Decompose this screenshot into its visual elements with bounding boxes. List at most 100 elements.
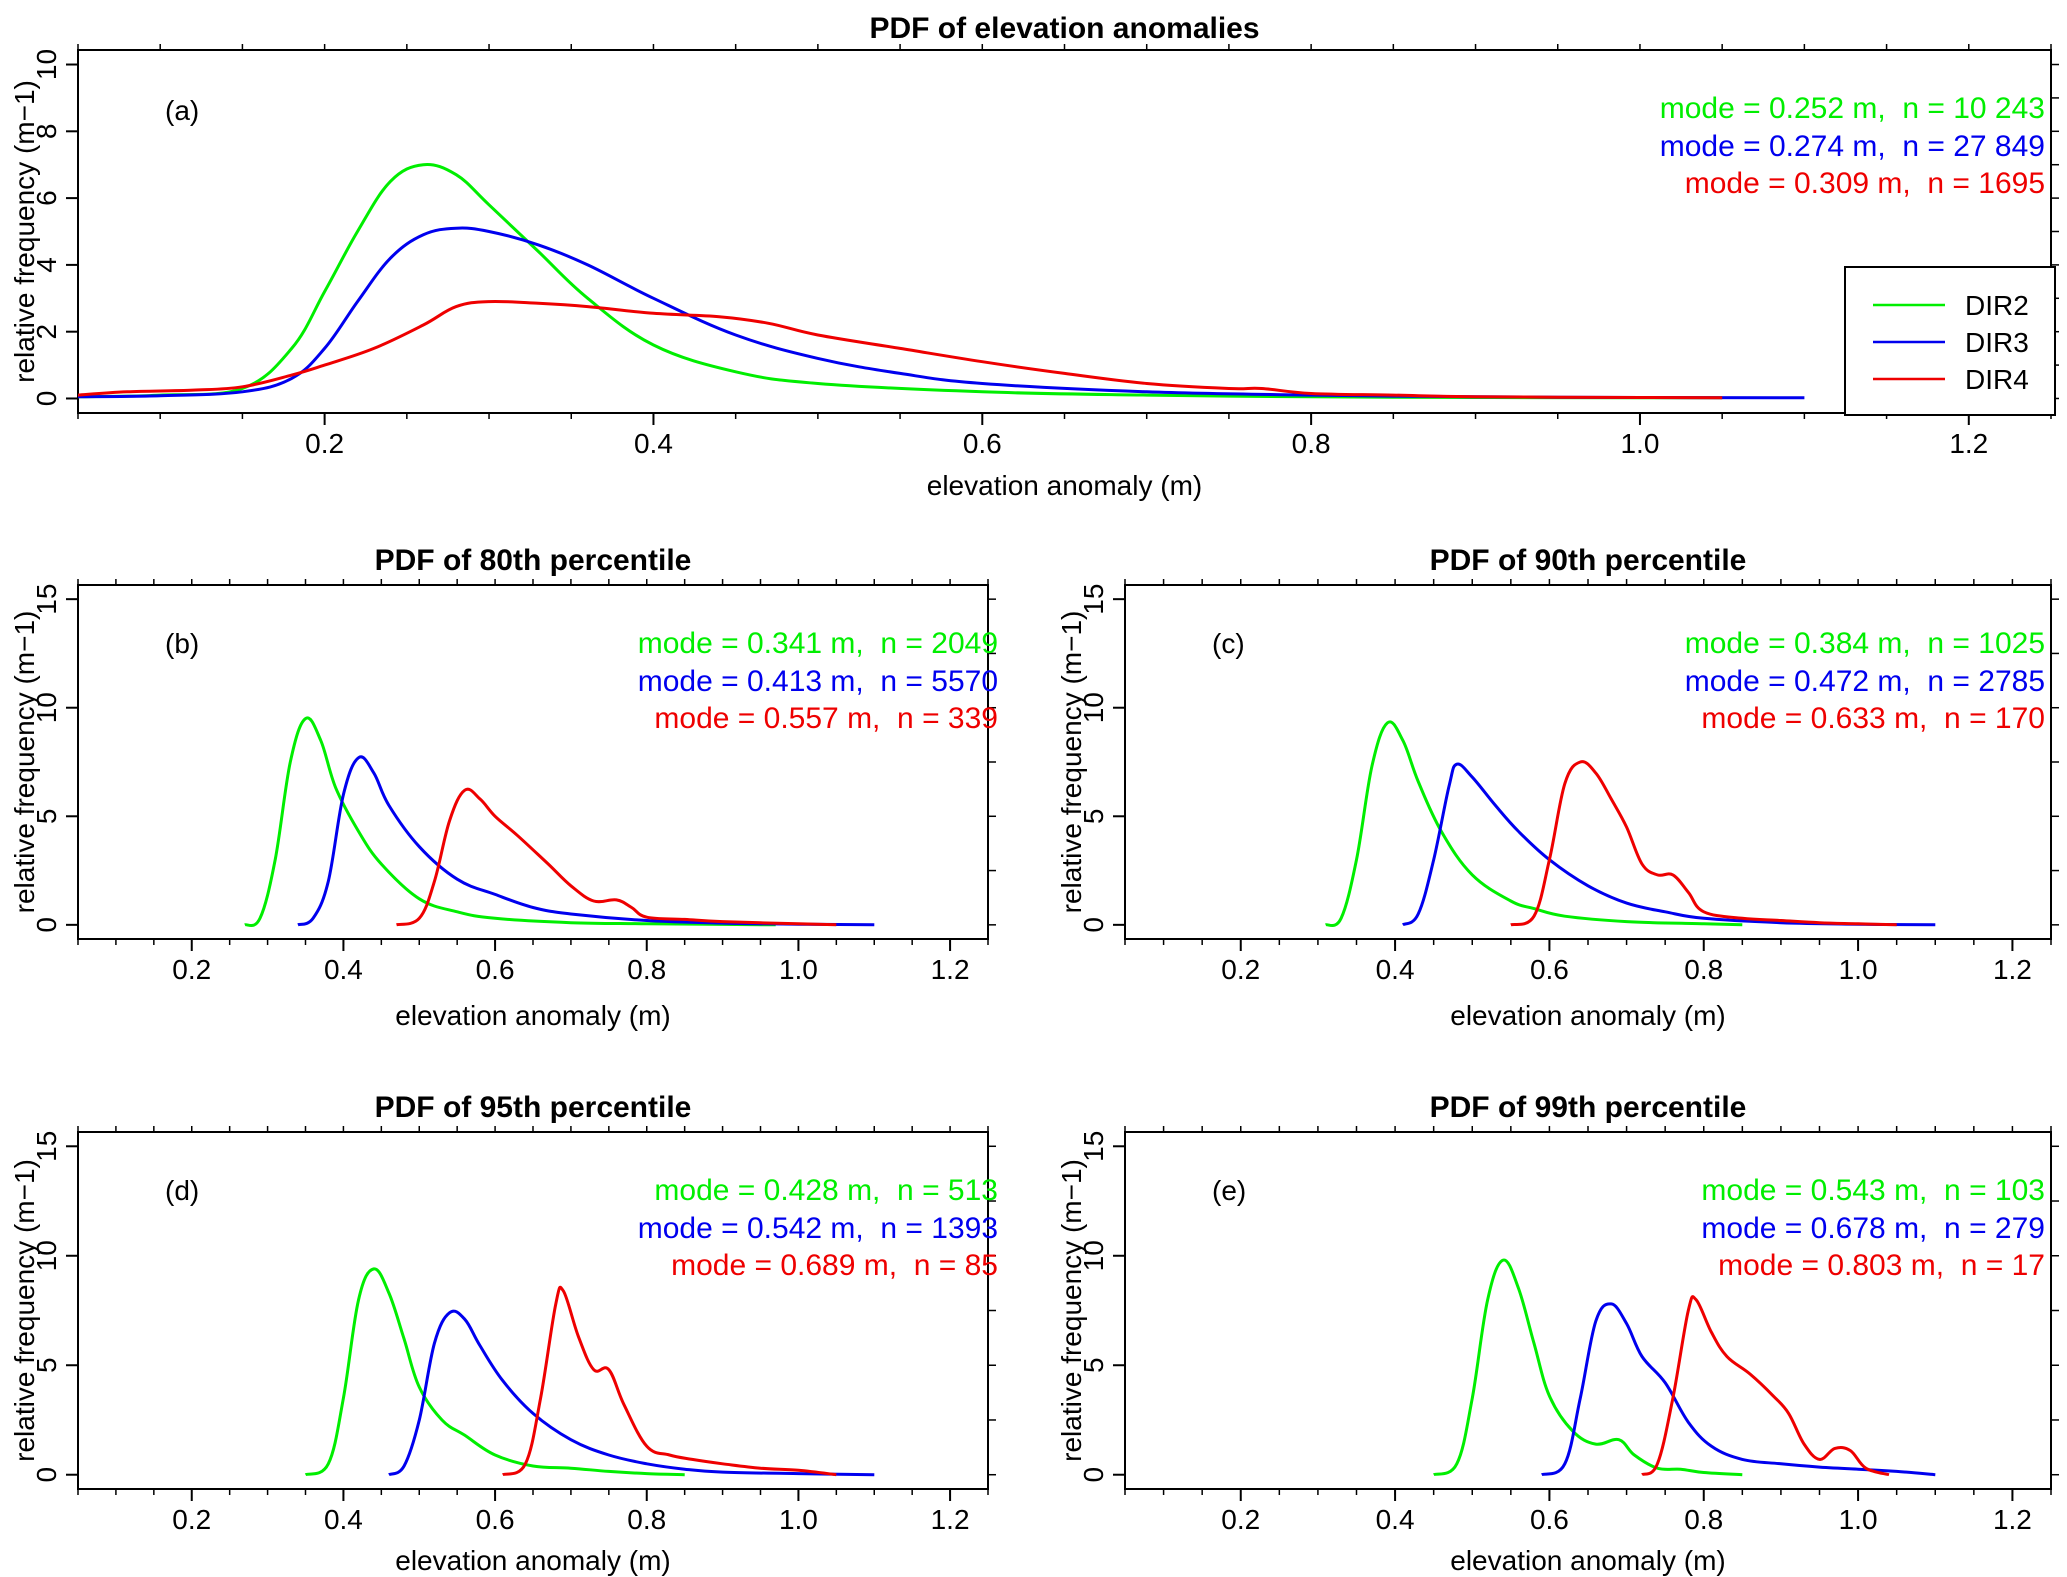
mode-annotation-dir2: mode = 0.543 m, n = 103 <box>1701 1174 2045 1207</box>
series-line-dir4 <box>78 299 1723 400</box>
legend: DIR2 DIR3 DIR4 <box>1844 266 2056 416</box>
panel-c: PDF of 90th percentile 0.2 0.4 0.6 0.8 1.0 1.2… <box>1056 544 2059 1031</box>
y-axis-label: relative frequency (m−1) <box>9 611 40 914</box>
chart-title: PDF of 90th percentile <box>1430 544 1747 577</box>
y-tick-label: 10 <box>31 1240 62 1271</box>
y-tick-label: 15 <box>1078 584 1109 615</box>
panel-label: (a) <box>165 95 199 126</box>
mode-annotation-dir3: mode = 0.274 m, n = 27 849 <box>1660 130 2045 163</box>
x-tick-label: 0.6 <box>963 428 1002 459</box>
y-tick-label: 5 <box>31 1357 62 1373</box>
x-tick-label: 0.2 <box>1221 1504 1260 1535</box>
series-line-dir4 <box>396 787 837 927</box>
x-tick-label: 0.4 <box>324 1504 363 1535</box>
y-tick-label: 0 <box>31 391 62 407</box>
y-tick-label: 10 <box>1078 1240 1109 1271</box>
x-axis-label: elevation anomaly (m) <box>1450 1000 1725 1031</box>
y-axis-label: relative frequency (m−1) <box>9 80 40 383</box>
series-line-dir2 <box>78 162 1723 400</box>
mode-annotation-dir2: mode = 0.252 m, n = 10 243 <box>1660 92 2045 125</box>
mode-annotation-dir3: mode = 0.542 m, n = 1393 <box>638 1212 998 1245</box>
y-axis-label: relative frequency (m−1) <box>1056 1159 1087 1462</box>
series-line-dir3 <box>1541 1302 1936 1477</box>
y-tick-label: 0 <box>31 1467 62 1483</box>
y-tick-label: 10 <box>31 692 62 723</box>
y-tick-label: 5 <box>31 808 62 824</box>
legend-label-dir2: DIR2 <box>1965 290 2029 321</box>
panel-b: PDF of 80th percentile 0.2 0.4 0.6 0.8 1.0 1.2… <box>9 544 998 1031</box>
x-tick-label: 0.4 <box>634 428 673 459</box>
mode-annotation-dir2: mode = 0.428 m, n = 513 <box>654 1174 998 1207</box>
x-tick-label: 0.6 <box>476 1504 515 1535</box>
x-axis-label: elevation anomaly (m) <box>927 470 1202 501</box>
x-tick-label: 1.2 <box>931 954 970 985</box>
y-tick-label: 15 <box>31 1131 62 1162</box>
series-line-dir2 <box>1325 720 1743 928</box>
series-line-dir3 <box>388 1309 875 1477</box>
series-line-dir2 <box>1433 1258 1743 1477</box>
x-tick-label: 0.8 <box>1684 954 1723 985</box>
x-tick-label: 0.6 <box>1530 954 1569 985</box>
y-tick-label: 8 <box>31 124 62 140</box>
x-tick-label: 1.0 <box>1839 954 1878 985</box>
x-tick-label: 1.0 <box>1839 1504 1878 1535</box>
series-line-dir2 <box>304 1267 685 1477</box>
y-tick-label: 5 <box>1078 1357 1109 1373</box>
series-line-dir3 <box>78 226 1805 400</box>
x-tick-label: 0.4 <box>1376 954 1415 985</box>
x-tick-label: 0.2 <box>172 954 211 985</box>
panel-label: (d) <box>165 1175 199 1206</box>
panel-label: (b) <box>165 628 199 659</box>
y-tick-label: 10 <box>31 49 62 80</box>
x-tick-label: 0.4 <box>1376 1504 1415 1535</box>
x-tick-label: 0.8 <box>1684 1504 1723 1535</box>
series-line-dir4 <box>1641 1295 1890 1477</box>
y-tick-label: 2 <box>31 324 62 340</box>
panel-label: (e) <box>1212 1175 1246 1206</box>
x-tick-label: 0.2 <box>172 1504 211 1535</box>
chart-title: PDF of 95th percentile <box>375 1091 692 1124</box>
mode-annotation-dir4: mode = 0.309 m, n = 1695 <box>1685 167 2045 200</box>
x-tick-label: 0.2 <box>1221 954 1260 985</box>
mode-annotation-dir4: mode = 0.633 m, n = 170 <box>1701 702 2045 735</box>
x-tick-label: 1.0 <box>1620 428 1659 459</box>
x-tick-label: 0.2 <box>305 428 344 459</box>
series-line-dir4 <box>502 1285 837 1477</box>
mode-annotation-dir3: mode = 0.413 m, n = 5570 <box>638 665 998 698</box>
y-tick-label: 6 <box>31 190 62 206</box>
x-tick-label: 0.8 <box>627 1504 666 1535</box>
mode-annotation-dir2: mode = 0.341 m, n = 2049 <box>638 627 998 660</box>
y-tick-label: 4 <box>31 257 62 273</box>
x-tick-label: 1.2 <box>1993 954 2032 985</box>
mode-annotation-dir3: mode = 0.678 m, n = 279 <box>1701 1212 2045 1245</box>
x-axis-label: elevation anomaly (m) <box>395 1545 670 1576</box>
x-tick-label: 0.6 <box>1530 1504 1569 1535</box>
mode-annotation-dir4: mode = 0.689 m, n = 85 <box>671 1249 998 1282</box>
x-tick-label: 0.4 <box>324 954 363 985</box>
y-tick-label: 15 <box>1078 1131 1109 1162</box>
chart-title: PDF of 80th percentile <box>375 544 692 577</box>
x-tick-label: 0.8 <box>1292 428 1331 459</box>
mode-annotation-dir2: mode = 0.384 m, n = 1025 <box>1685 627 2045 660</box>
mode-annotation-dir3: mode = 0.472 m, n = 2785 <box>1685 665 2045 698</box>
y-tick-label: 15 <box>31 584 62 615</box>
mode-annotation-dir4: mode = 0.803 m, n = 17 <box>1718 1249 2045 1282</box>
y-tick-label: 0 <box>1078 1467 1109 1483</box>
x-tick-label: 1.0 <box>779 954 818 985</box>
y-tick-label: 0 <box>1078 917 1109 933</box>
panel-label: (c) <box>1212 628 1245 659</box>
x-tick-label: 0.6 <box>476 954 515 985</box>
x-tick-label: 1.2 <box>1993 1504 2032 1535</box>
x-axis-label: elevation anomaly (m) <box>1450 1545 1725 1576</box>
series-line-dir2 <box>244 716 776 928</box>
y-tick-label: 10 <box>1078 692 1109 723</box>
x-tick-label: 0.8 <box>627 954 666 985</box>
mode-annotation-dir4: mode = 0.557 m, n = 339 <box>654 702 998 735</box>
legend-label-dir3: DIR3 <box>1965 327 2029 358</box>
chart-title: PDF of elevation anomalies <box>869 12 1259 45</box>
y-axis-label: relative frequency (m−1) <box>1056 611 1087 914</box>
legend-label-dir4: DIR4 <box>1965 364 2029 395</box>
y-axis-label: relative frequency (m−1) <box>9 1159 40 1462</box>
x-axis-label: elevation anomaly (m) <box>395 1000 670 1031</box>
panel-e: PDF of 99th percentile 0.2 0.4 0.6 0.8 1.0 1.2… <box>1056 1091 2059 1576</box>
